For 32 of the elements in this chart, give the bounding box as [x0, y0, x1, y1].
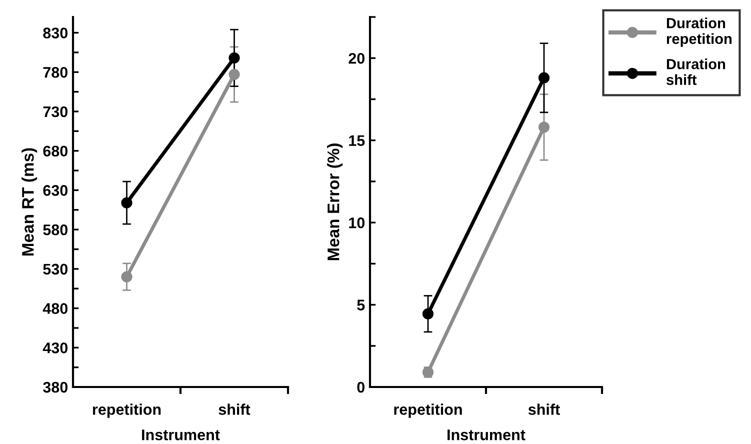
point — [422, 308, 434, 320]
point — [121, 197, 132, 208]
x-tick-label: shift — [528, 404, 560, 415]
point — [228, 52, 240, 64]
x-tick-label: repetition — [92, 404, 161, 418]
legend-label: Duration shift — [666, 58, 726, 85]
y-tick-label: 430 — [42, 342, 68, 354]
y-tick-label: 830 — [43, 28, 68, 38]
point — [121, 271, 132, 282]
y-tick-label: 15 — [349, 135, 365, 146]
y-tick-label: 10 — [349, 217, 365, 228]
y-tick-label: 480 — [42, 303, 68, 314]
y-tick-label: 780 — [43, 66, 68, 78]
x-tick-label: shift — [218, 404, 250, 415]
y-tick-label: 20 — [348, 52, 365, 64]
x-axis-title: Instrument — [448, 430, 526, 440]
y-tick-label: 580 — [43, 224, 68, 236]
y-tick-label: 730 — [43, 106, 68, 118]
point — [228, 68, 240, 80]
y-axis-title: Mean Error (%) — [327, 144, 343, 260]
point — [538, 122, 550, 133]
y-tick-label: 380 — [43, 382, 68, 393]
x-tick-label: repetition — [394, 404, 462, 418]
y-tick-label: 530 — [43, 264, 68, 275]
y-axis-title: Mean RT (ms) — [22, 148, 38, 256]
legend-label: Duration repetition — [666, 18, 732, 47]
y-tick-label: 0 — [357, 382, 365, 393]
y-tick-label: 680 — [43, 146, 68, 157]
x-axis-title: Instrument — [142, 430, 220, 440]
y-tick-label: 5 — [357, 300, 365, 310]
point — [538, 72, 550, 84]
y-tick-label: 630 — [43, 185, 68, 196]
